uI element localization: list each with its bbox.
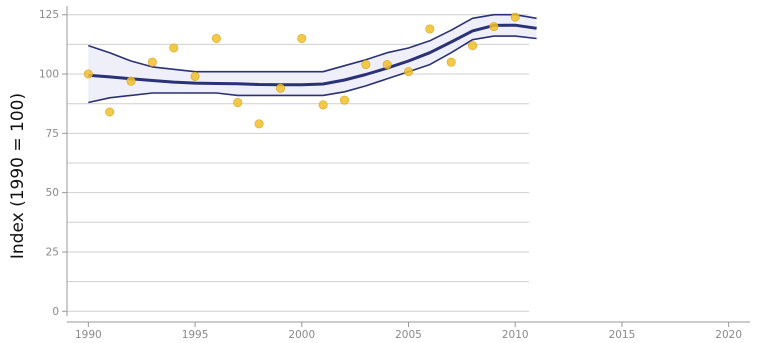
x-tick-label: 2015 bbox=[609, 329, 636, 341]
data-point bbox=[510, 12, 520, 22]
data-points bbox=[83, 12, 520, 129]
data-point bbox=[147, 57, 157, 67]
data-point bbox=[169, 43, 179, 53]
data-point bbox=[105, 107, 115, 117]
gridlines bbox=[67, 14, 529, 312]
x-tick-label: 2020 bbox=[715, 329, 742, 341]
y-tick-label: 75 bbox=[46, 128, 59, 140]
trend-line bbox=[88, 23, 537, 87]
data-point bbox=[446, 57, 456, 67]
data-point bbox=[190, 71, 200, 81]
data-point bbox=[468, 41, 478, 51]
data-point bbox=[489, 22, 499, 32]
y-tick-label: 25 bbox=[46, 246, 59, 258]
y-tick-label: 50 bbox=[46, 187, 59, 199]
confidence-band bbox=[88, 14, 537, 103]
data-point bbox=[126, 76, 136, 86]
data-point bbox=[318, 100, 328, 110]
x-tick-label: 2005 bbox=[395, 329, 422, 341]
trend-lines bbox=[88, 13, 537, 104]
upper-bound-line bbox=[88, 13, 537, 73]
data-point bbox=[254, 119, 264, 129]
data-point bbox=[339, 95, 349, 105]
y-tick-label: 0 bbox=[52, 306, 59, 318]
axes bbox=[62, 6, 750, 327]
data-point bbox=[83, 69, 93, 79]
data-point bbox=[297, 33, 307, 43]
x-tick-label: 2000 bbox=[288, 329, 315, 341]
y-tick-label: 125 bbox=[39, 9, 59, 21]
y-tick-label: 100 bbox=[39, 69, 59, 81]
data-point bbox=[211, 33, 221, 43]
data-point bbox=[233, 98, 243, 108]
lower-bound-line bbox=[88, 35, 537, 104]
y-axis-title: Index (1990 = 100) bbox=[8, 93, 28, 259]
data-point bbox=[425, 24, 435, 34]
data-point bbox=[403, 67, 413, 77]
tick-labels: 0 25 50 75 100 125 1990 1995 2000 2005 2010 2015 202… bbox=[39, 9, 742, 341]
confidence-band-area bbox=[88, 14, 537, 103]
data-point bbox=[382, 60, 392, 70]
data-point bbox=[275, 83, 285, 93]
x-tick-label: 1990 bbox=[75, 329, 102, 341]
x-tick-label: 1995 bbox=[182, 329, 209, 341]
x-tick-label: 2010 bbox=[502, 329, 529, 341]
data-point bbox=[361, 60, 371, 70]
